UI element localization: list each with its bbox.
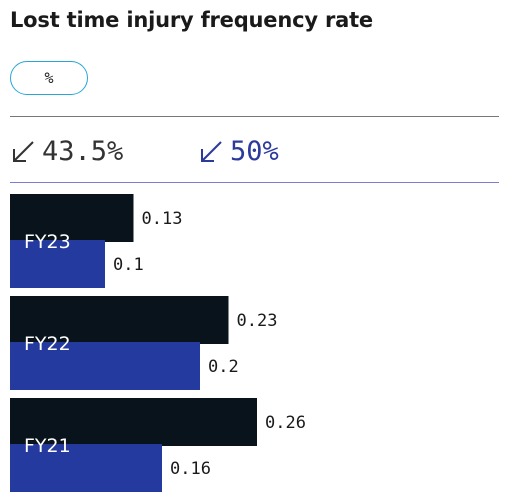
bar-fy21-series-2 xyxy=(10,444,162,492)
unit-toggle-label: % xyxy=(44,69,54,87)
data-label-fy22-series-1: 0.23 xyxy=(237,311,278,331)
category-label: FY22 xyxy=(24,333,71,355)
bar-fy23-series-1 xyxy=(10,194,134,242)
data-label-fy23-series-1: 0.13 xyxy=(142,209,183,229)
bar-fy23-series-2 xyxy=(10,240,105,288)
kpi-change-primary: 43.5% xyxy=(10,136,123,167)
data-label-fy23-series-2: 0.1 xyxy=(113,255,144,275)
kpi-value-secondary: 50% xyxy=(230,136,279,167)
bar-chart: 0.13 0.1 FY23 0.23 0.2 FY22 0.26 0.16 FY21 xyxy=(10,194,306,492)
divider-top xyxy=(10,116,499,117)
data-label-fy22-series-2: 0.2 xyxy=(208,357,239,377)
bar-group-fy22: 0.23 0.2 FY22 xyxy=(10,296,277,390)
bar-fy22-series-2 xyxy=(10,342,200,390)
arrow-down-left-icon xyxy=(201,140,222,162)
unit-toggle-button[interactable]: % xyxy=(10,61,88,95)
data-label-fy21-series-1: 0.26 xyxy=(265,413,306,433)
bar-group-fy21: 0.26 0.16 FY21 xyxy=(10,398,306,492)
kpi-value-primary: 43.5% xyxy=(42,136,124,167)
bar-fy21-series-1 xyxy=(10,398,257,446)
page-title: Lost time injury frequency rate xyxy=(10,8,373,32)
divider-bottom xyxy=(10,182,499,183)
bar-group-fy23: 0.13 0.1 FY23 xyxy=(10,194,182,288)
arrow-down-left-icon xyxy=(13,140,34,162)
category-label: FY21 xyxy=(24,435,71,457)
bar-fy22-series-1 xyxy=(10,296,229,344)
category-label: FY23 xyxy=(24,231,71,253)
data-label-fy21-series-2: 0.16 xyxy=(170,459,211,479)
kpi-change-secondary: 50% xyxy=(198,136,279,167)
